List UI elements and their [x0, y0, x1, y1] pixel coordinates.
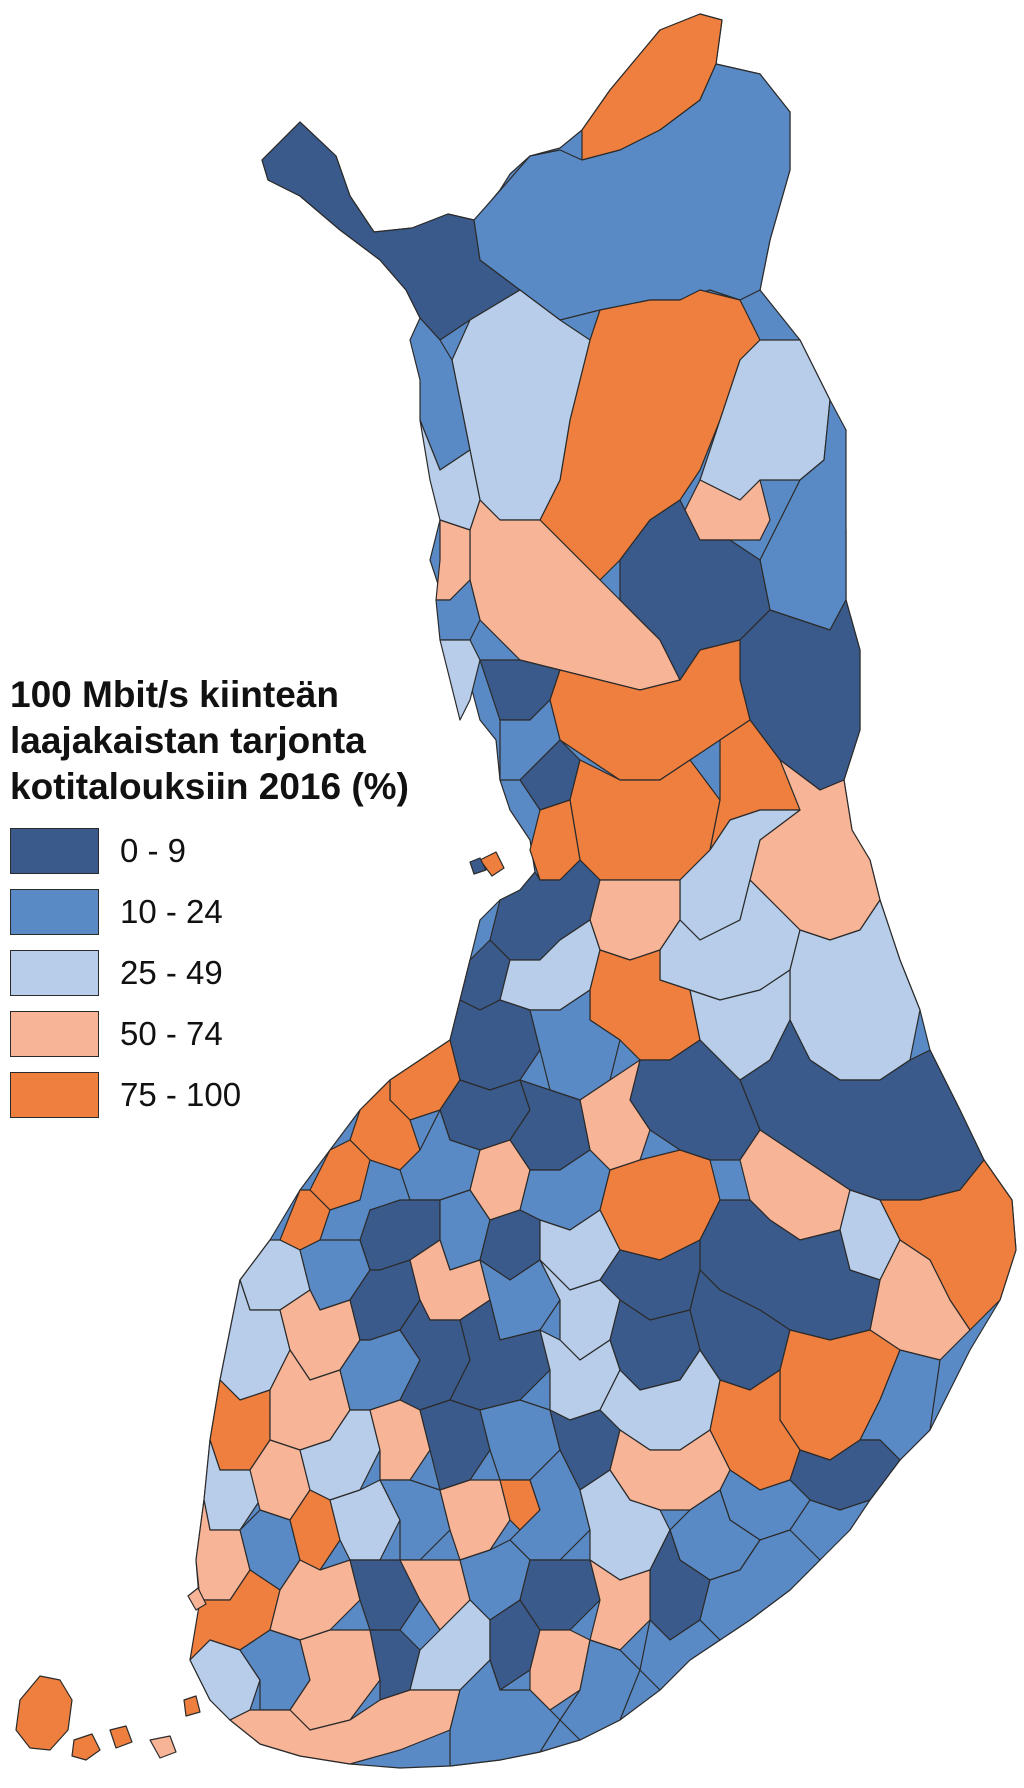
region: [379, 1479, 451, 1561]
legend-label: 75 - 100: [120, 1075, 242, 1113]
region: [229, 1689, 461, 1765]
region: [529, 989, 621, 1101]
legend-item: 0 - 9: [10, 820, 530, 881]
region: [589, 1559, 651, 1651]
region: [439, 639, 481, 721]
map-legend: 100 Mbit/s kiinteän laajakaistan tarjont…: [10, 672, 530, 1125]
region: [349, 1559, 421, 1631]
island: [183, 1695, 201, 1717]
island: [109, 1725, 133, 1749]
legend-title-line: laajakaistan tarjonta: [10, 720, 366, 761]
legend-item: 50 - 74: [10, 1003, 530, 1064]
legend-title-line: 100 Mbit/s kiinteän: [10, 674, 339, 715]
legend-label: 25 - 49: [120, 953, 223, 991]
legend-label: 10 - 24: [120, 892, 223, 930]
island: [479, 851, 505, 877]
island: [149, 1735, 177, 1759]
aland-islands: [15, 1675, 73, 1751]
region: [329, 1479, 401, 1561]
legend-swatch: [10, 827, 99, 874]
region: [473, 63, 791, 321]
region: [529, 1629, 591, 1711]
legend-label: 50 - 74: [120, 1014, 223, 1052]
island: [71, 1733, 101, 1761]
legend-item: 25 - 49: [10, 942, 530, 1003]
legend-item: 75 - 100: [10, 1064, 530, 1125]
island: [469, 857, 487, 875]
legend-item: 10 - 24: [10, 881, 530, 942]
legend-swatch: [10, 949, 99, 996]
legend-items: 0 - 9 10 - 24 25 - 49 50 - 74 75 - 100: [10, 820, 530, 1125]
region: [449, 1659, 561, 1767]
region: [639, 1619, 721, 1691]
region: [369, 1399, 431, 1481]
region: [449, 1299, 551, 1411]
region: [439, 1479, 511, 1561]
legend-title-line: kotitalouksiin 2016 (%): [10, 766, 409, 807]
region: [559, 1639, 641, 1741]
region: [419, 1399, 491, 1491]
legend-swatch: [10, 1071, 99, 1118]
legend-swatch: [10, 1010, 99, 1057]
legend-title: 100 Mbit/s kiinteän laajakaistan tarjont…: [10, 672, 530, 810]
legend-swatch: [10, 888, 99, 935]
legend-label: 0 - 9: [120, 831, 187, 869]
island: [187, 1587, 207, 1611]
